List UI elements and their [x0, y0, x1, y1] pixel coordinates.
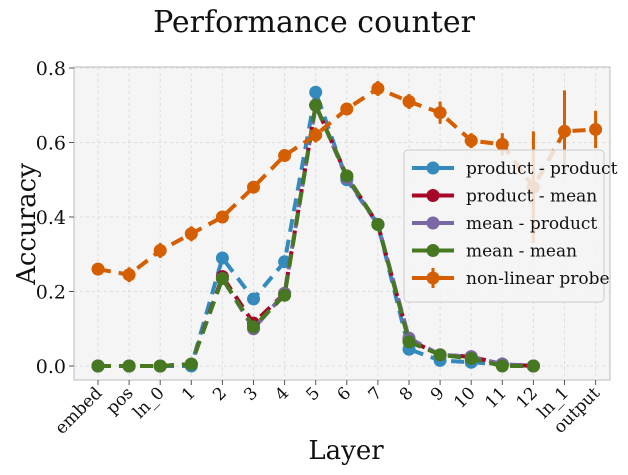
data-point [402, 335, 416, 349]
legend-item: mean - product [412, 214, 597, 234]
legend-marker [426, 161, 440, 175]
legend: product - product product - mean mean - pr… [403, 149, 618, 303]
series-group [91, 81, 603, 373]
data-point [402, 95, 416, 109]
legend-label: non-linear probe [466, 269, 610, 289]
series-mean-mean [91, 98, 540, 373]
data-point [184, 357, 198, 371]
chart-title: Performance counter [153, 5, 476, 40]
data-point [558, 124, 571, 138]
data-point [91, 262, 105, 276]
y-tick-label: 0.0 [36, 356, 66, 378]
data-point [247, 320, 260, 334]
data-point [153, 359, 167, 373]
x-tick-label: 4 [271, 383, 293, 405]
data-point [526, 359, 540, 373]
y-tick-label: 0.2 [36, 282, 66, 304]
data-point [153, 244, 167, 258]
data-point [309, 98, 323, 112]
y-tick-label: 0.4 [36, 207, 66, 229]
data-point [464, 134, 478, 148]
data-point [309, 128, 323, 142]
data-point [122, 268, 136, 282]
legend-item: mean - mean [412, 242, 577, 262]
legend-label: mean - product [466, 214, 597, 234]
data-point [464, 352, 478, 366]
y-axis: 0.0 0.2 0.4 0.6 0.8 [36, 58, 74, 378]
legend-item: non-linear probe [412, 268, 610, 289]
data-point [184, 227, 198, 241]
series-line [98, 98, 534, 368]
x-tick-label: 9 [427, 383, 449, 405]
x-axis-label: Layer [308, 436, 384, 466]
data-point [433, 106, 447, 120]
data-point [371, 217, 385, 231]
x-tick-label: 7 [365, 383, 387, 405]
x-tick-label: 2 [209, 383, 231, 405]
x-tick-label: 10 [450, 383, 479, 412]
data-point [122, 359, 136, 373]
data-point [247, 292, 260, 306]
x-tick-label: 11 [481, 383, 510, 412]
y-tick-label: 0.8 [36, 58, 66, 80]
x-tick-label: pos [102, 383, 137, 418]
legend-label: product - mean [466, 187, 597, 207]
data-point [340, 169, 354, 183]
data-point [278, 149, 292, 163]
data-point [309, 85, 323, 99]
data-point [215, 210, 229, 224]
legend-box [403, 149, 605, 303]
x-tick-label: 6 [334, 383, 356, 405]
legend-marker [426, 216, 440, 230]
data-point [215, 271, 229, 285]
legend-marker [426, 271, 440, 285]
data-point [91, 359, 105, 373]
data-point [215, 251, 229, 265]
data-point [433, 348, 447, 362]
x-tick-label: 3 [240, 383, 262, 405]
y-tick-label: 0.6 [36, 133, 66, 155]
legend-item: product - mean [412, 187, 597, 207]
legend-label: mean - mean [466, 242, 577, 262]
data-point [495, 137, 509, 151]
y-axis-label: Accuracy [12, 163, 42, 286]
legend-label: product - product [466, 159, 618, 179]
x-tick-label: 8 [396, 383, 418, 405]
data-point [278, 288, 292, 302]
data-point [247, 180, 260, 194]
series-non-linear-probe [91, 81, 603, 283]
legend-marker [426, 189, 440, 202]
data-point [371, 81, 385, 95]
data-point [495, 359, 509, 373]
legend-item: product - product [412, 159, 618, 179]
x-tick-label: 1 [178, 383, 200, 405]
legend-marker [426, 244, 440, 257]
x-tick-label: embed [51, 383, 106, 438]
x-tick-label: 5 [302, 383, 324, 405]
data-point [589, 122, 603, 136]
x-tick-label: ln_0 [129, 383, 168, 422]
data-point [340, 102, 354, 116]
